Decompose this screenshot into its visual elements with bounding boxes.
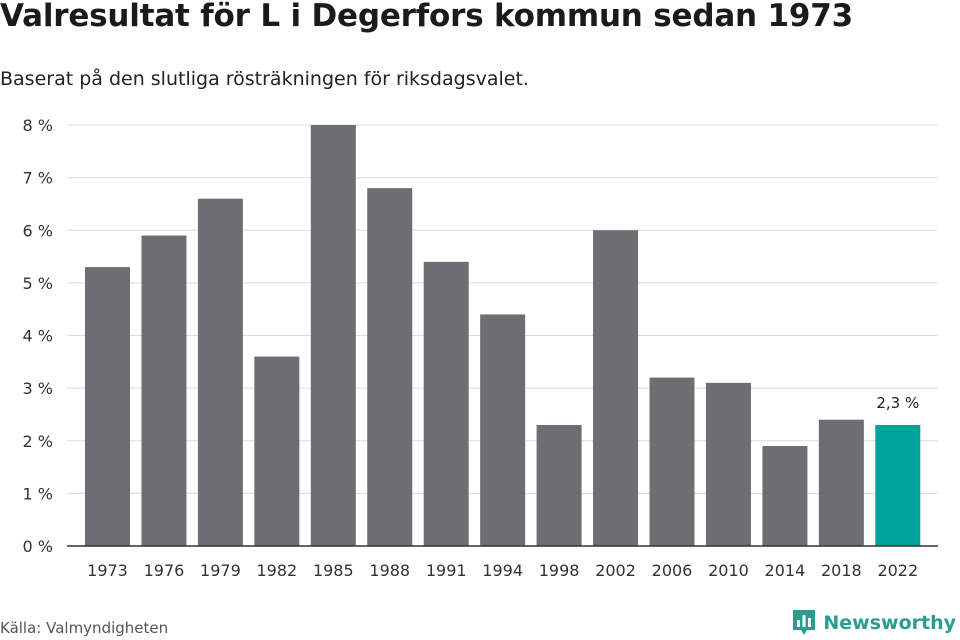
y-tick-label: 3 % xyxy=(23,379,53,398)
x-tick-label: 1985 xyxy=(313,561,354,580)
x-tick-label: 1991 xyxy=(426,561,467,580)
source-note: Källa: Valmyndigheten xyxy=(0,619,169,637)
bar-1973[interactable] xyxy=(85,267,130,546)
annotations: 2,3 % xyxy=(876,394,919,412)
bar-1988[interactable] xyxy=(367,188,413,546)
bar-2006[interactable] xyxy=(649,377,695,546)
y-tick-label: 4 % xyxy=(23,327,53,346)
y-axis-labels: 0 % 1 % 2 % 3 % 4 % 5 % 6 % 7 % 8 % xyxy=(23,116,53,556)
brand-name: Newsworthy xyxy=(823,612,956,634)
x-tick-label: 1982 xyxy=(256,561,297,580)
y-tick-label: 0 % xyxy=(23,537,53,556)
bar-2022[interactable] xyxy=(875,424,921,546)
bar-1982[interactable] xyxy=(254,356,300,546)
y-tick-label: 1 % xyxy=(23,484,53,503)
y-tick-label: 8 % xyxy=(23,116,53,135)
bars xyxy=(85,125,921,547)
bar-2014[interactable] xyxy=(762,446,808,546)
bar-2002[interactable] xyxy=(593,230,639,546)
bar-1985[interactable] xyxy=(310,125,356,546)
x-axis-labels: 1973 1976 1979 1982 1985 1988 1991 1994 1998 2002… xyxy=(87,561,918,580)
x-tick-label: 1994 xyxy=(482,561,523,580)
x-tick-label: 2014 xyxy=(765,561,806,580)
x-tick-label: 2022 xyxy=(877,561,918,580)
y-tick-label: 6 % xyxy=(23,221,53,240)
x-tick-label: 2018 xyxy=(821,561,862,580)
x-tick-label: 1979 xyxy=(200,561,241,580)
x-tick-label: 1998 xyxy=(539,561,580,580)
x-tick-label: 1988 xyxy=(369,561,410,580)
y-tick-label: 5 % xyxy=(23,274,53,293)
y-tick-label: 7 % xyxy=(23,169,53,188)
bar-1994[interactable] xyxy=(480,314,526,546)
bar-1998[interactable] xyxy=(536,424,582,546)
x-tick-label: 2002 xyxy=(595,561,636,580)
bar-2010[interactable] xyxy=(705,382,751,546)
bar-1976[interactable] xyxy=(141,235,187,546)
bar-chart-logo-icon xyxy=(793,610,816,635)
bar-chart: 0 % 1 % 2 % 3 % 4 % 5 % 6 % 7 % 8 % 1973 1976 1979… xyxy=(23,116,938,580)
brand-logo[interactable]: Newsworthy xyxy=(791,606,956,640)
chart-subtitle: Baserat på den slutliga rösträkningen fö… xyxy=(0,68,529,90)
data-label-2022: 2,3 % xyxy=(876,394,919,412)
bar-1991[interactable] xyxy=(423,261,469,546)
x-tick-label: 2006 xyxy=(652,561,693,580)
x-tick-label: 2010 xyxy=(708,561,749,580)
x-tick-label: 1973 xyxy=(87,561,128,580)
y-tick-label: 2 % xyxy=(23,432,53,451)
chart-title: Valresultat för L i Degerfors kommun sed… xyxy=(0,0,853,34)
bar-1979[interactable] xyxy=(197,198,243,547)
bar-2018[interactable] xyxy=(818,419,864,546)
x-tick-label: 1976 xyxy=(144,561,185,580)
